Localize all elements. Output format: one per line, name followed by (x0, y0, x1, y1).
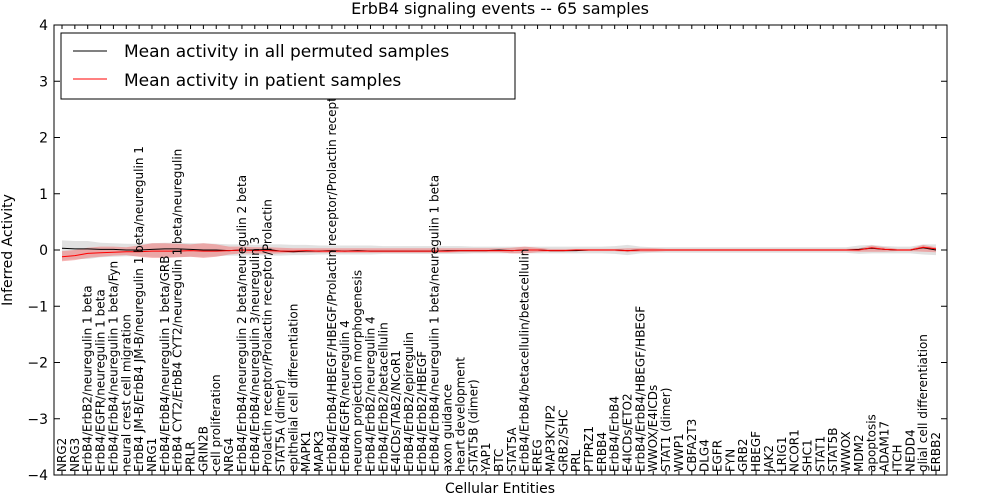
x-tick-label: ErbB4/ErbB2/HBEGF (415, 351, 429, 472)
x-tick-label: NRG3 (68, 438, 82, 472)
x-tick-label: HBEGF (749, 431, 763, 472)
x-tick-label: EREG (531, 439, 545, 472)
x-tick-label: GRB2 (736, 438, 750, 472)
x-tick-label: ErbB4/ErbB2/epiregulin (402, 332, 416, 472)
x-tick-label: GRIN2B (196, 426, 210, 472)
x-tick-label: NRG1 (145, 438, 159, 472)
x-tick-label: STAT5B (dimer) (466, 379, 480, 472)
legend-label-patient: Mean activity in patient samples (124, 71, 401, 91)
x-tick-label: MDM2 (852, 434, 866, 472)
x-tick-label: ErbB4/ErbB4/neuregulin 1 beta/GRB (158, 256, 172, 472)
x-tick-label: STAT1 (dimer) (659, 388, 673, 472)
chart-title: ErbB4 signaling events -- 65 samples (351, 0, 649, 18)
x-tick-label: ErbB4/ErbB4/neuregulin 1 beta/Fyn (106, 261, 120, 472)
x-axis-label: Cellular Entities (445, 481, 555, 497)
x-tick-label: ErbB4 CYT2/ErbB4 CYT2/neuregulin 1 beta/… (171, 149, 185, 472)
x-tick-label: CBFA2T3 (685, 419, 699, 472)
band-patient (62, 243, 936, 262)
x-tick-label: axon guidance (441, 384, 455, 472)
x-tick-label: MAP3K7IP2 (543, 405, 557, 472)
x-tick-label: ErbB4/ErbB2/neuregulin 4 (364, 316, 378, 472)
x-tick-label: SHC1 (801, 439, 815, 472)
x-tick-label: NRG2 (55, 438, 69, 472)
x-tick-label: ErbB4 JM-B/ErbB4 JM-B/neuregulin 1 beta/… (132, 146, 146, 472)
x-tick-label: BTC (492, 449, 506, 472)
x-tick-label: cell proliferation (209, 374, 223, 472)
x-tick-label: ErbB4/ErbB4/HBEGF/HBEGF/Prolactin recept… (325, 74, 339, 472)
x-tick-label: ErbB4/EGFR/neuregulin 4 (338, 320, 352, 472)
x-tick-label: ErbB4/ErbB4/neuregulin 2 beta/neuregulin… (235, 175, 249, 472)
x-tick-label: ErbB4/EGFR/neuregulin 1 beta (94, 289, 108, 472)
x-tick-label: ErbB4/ErbB2/neuregulin 1 beta (81, 285, 95, 472)
x-tick-label: ITCH (890, 444, 904, 472)
x-tick-label: ErbB4/ErbB4/HBEGF/HBEGF (633, 306, 647, 472)
x-tick-label: PRL (569, 449, 583, 472)
x-tick-label: glial cell differentiation (916, 334, 930, 472)
x-tick-label: DLG4 (698, 439, 712, 472)
x-tick-label: NCOR1 (788, 429, 802, 472)
x-tick-label: E4ICDs/TAB2/NCoR1 (389, 350, 403, 472)
series-lines (61, 246, 937, 258)
x-tick-label: STAT5A (505, 427, 519, 472)
x-tick-label: GRB2/SHC (556, 409, 570, 472)
x-tick-label: STAT5A (dimer) (274, 379, 288, 472)
x-tick-label: STAT5B (826, 428, 840, 473)
x-tick-label: E4ICDs/ETO2 (621, 393, 635, 472)
y-tick-label: −4 (27, 468, 48, 484)
x-tick-label: NEDD4 (903, 429, 917, 472)
legend: Mean activity in all permuted samples Me… (60, 32, 516, 100)
x-tick-label: ErbB4/ErbB4/neuregulin 1 beta/neuregulin… (428, 175, 442, 472)
x-tick-label: ADAM17 (878, 421, 892, 472)
x-tick-label: PRLR (184, 441, 198, 472)
x-tick-label: ErbB4/ErbB4 (608, 396, 622, 472)
x-tick-label: NRG4 (222, 438, 236, 472)
x-tick-label: STAT1 (813, 436, 827, 472)
x-tick-label: JAK2 (762, 445, 776, 473)
y-tick-label: −3 (27, 412, 48, 428)
x-tick-label: neuron projection morphogenesis (351, 270, 365, 472)
x-tick-label: FYN (723, 449, 737, 472)
legend-box (60, 32, 516, 100)
y-tick-label: 3 (39, 74, 48, 90)
x-tick-label: heart development (453, 357, 467, 472)
x-tick-label: neural crest cell migration (119, 314, 133, 472)
x-tick-label: ERBB4 (595, 432, 609, 472)
y-tick-label: 2 (39, 131, 48, 147)
legend-label-permuted: Mean activity in all permuted samples (124, 42, 449, 62)
axis-ticks: −4 −3 −2 −1 0 1 2 3 4 (27, 18, 947, 484)
y-axis-label: Inferred Activity (0, 194, 16, 306)
x-tick-label: MAPK3 (312, 431, 326, 472)
y-tick-label: 0 (39, 243, 48, 259)
x-tick-label: WWOX/E4ICDs (646, 385, 660, 472)
y-tick-label: −1 (27, 299, 48, 315)
x-tick-label: EGFR (711, 440, 725, 472)
y-tick-label: 4 (39, 18, 48, 34)
y-tick-label: −2 (27, 356, 48, 372)
y-tick-label: 1 (39, 187, 48, 203)
x-tick-label: LRIG1 (775, 437, 789, 473)
x-tick-label: YAP1 (479, 443, 493, 473)
x-tick-label: Prolactin receptor/Prolactin receptor/Pr… (261, 199, 275, 472)
x-tick-label: WWOX (839, 431, 853, 472)
x-tick-label: apoptosis (865, 414, 879, 472)
x-tick-label: ErbB4/ErbB2/betacellulin (376, 322, 390, 472)
series-line-patient (61, 246, 937, 258)
x-tick-label: epithelial cell differentiation (286, 304, 300, 472)
x-tick-label: ERBB2 (929, 432, 943, 472)
x-tick-label: ErbB4/ErbB4/neuregulin 3/neuregulin 3 (248, 237, 262, 472)
x-tick-label: WWP1 (672, 433, 686, 472)
x-tick-label: PTPRZ1 (582, 426, 596, 472)
x-tick-label: MAPK1 (299, 431, 313, 472)
x-tick-label: ErbB4/ErbB4/betacellulin/betacellulin (518, 249, 532, 472)
